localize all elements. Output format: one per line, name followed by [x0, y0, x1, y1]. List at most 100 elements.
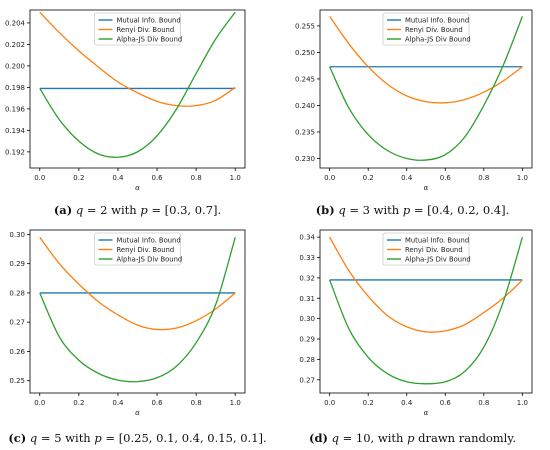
chart-d-xtick-label: 0.2 [363, 399, 374, 407]
chart-a: 0.0 0.2 0.4 0.6 0.8 1.0 0.192 0.194 0.196 0.198 0.… [5, 9, 246, 192]
chart-c-legend-label-2: Renyi Div. Bound [117, 246, 175, 254]
chart-d-ytick-label: 0.29 [299, 336, 315, 344]
chart-c-ytick-label: 0.28 [9, 289, 25, 297]
chart-b-ytick-label: 0.230 [295, 155, 315, 163]
caption-d-p: p [407, 431, 415, 445]
caption-b-p: p [402, 203, 411, 217]
chart-c-ytick-label: 0.25 [9, 377, 25, 385]
chart-d-ytick-label: 0.27 [299, 376, 315, 384]
caption-a-q: q [75, 203, 84, 217]
chart-b-xtick-label: 0.6 [440, 174, 452, 182]
caption-b-label: (b) [315, 203, 335, 217]
chart-c-xtick-label: 1.0 [230, 399, 241, 407]
chart-a-series-line-3 [39, 11, 236, 158]
chart-a-xtick-label: 0.6 [151, 174, 163, 182]
caption-b-mid: = 3 with [345, 203, 403, 217]
chart-d: 0.0 0.2 0.4 0.6 0.8 1.0 0.27 0.28 0.29 0.30 0.31 0.… [299, 229, 533, 417]
caption-c: (c) q = 5 with p = [0.25, 0.1, 0.4, 0.15… [0, 431, 275, 445]
chart-a-xlabel: α [135, 184, 140, 192]
chart-d-ytick-label: 0.31 [299, 295, 315, 303]
chart-a-legend-label-1: Mutual Info. Bound [117, 17, 181, 25]
chart-d-xtick-label: 1.0 [517, 399, 528, 407]
chart-b-xlabel: α [424, 184, 429, 192]
chart-b-ytick-label: 0.245 [295, 75, 315, 83]
chart-a-legend-label-2: Renyi Div. Bound [117, 26, 175, 34]
chart-b-xtick-label: 1.0 [517, 174, 528, 182]
chart-b-xtick-label: 0.8 [478, 174, 489, 182]
chart-c-ytick-label: 0.29 [9, 260, 25, 268]
caption-a-label: (a) [53, 203, 73, 217]
chart-a-frame [29, 9, 246, 169]
chart-c-xtick-label: 0.2 [73, 399, 84, 407]
chart-d-xtick-label: 0.4 [401, 399, 413, 407]
chart-a-ytick-label: 0.196 [5, 105, 26, 113]
chart-a-xtick-label: 1.0 [230, 174, 241, 182]
chart-c-xtick-label: 0.6 [151, 399, 163, 407]
chart-d-xlabel: α [424, 409, 429, 417]
chart-b-legend-label-3: Alpha-JS Div Bound [405, 36, 471, 44]
chart-b-ytick-label: 0.255 [295, 22, 315, 30]
chart-a-xtick-label: 0.4 [112, 174, 124, 182]
chart-b-ytick-label: 0.250 [295, 49, 315, 57]
chart-d-xtick-label: 0.6 [440, 399, 452, 407]
chart-b-legend-label-1: Mutual Info. Bound [405, 17, 469, 25]
chart-d-series-line-2 [329, 236, 523, 333]
chart-d-xtick-label: 0.0 [324, 399, 335, 407]
chart-d-ytick-label: 0.32 [299, 274, 315, 282]
caption-d-post: drawn randomly. [414, 431, 516, 445]
chart-d-ytick-label: 0.34 [299, 234, 315, 242]
caption-b-q: q [338, 203, 346, 217]
chart-b-series-line-3 [329, 16, 523, 161]
chart-c-legend [94, 232, 181, 266]
chart-d-legend-label-3: Alpha-JS Div Bound [405, 256, 471, 264]
caption-c-mid: = 5 with [37, 431, 95, 445]
chart-b: 0.0 0.2 0.4 0.6 0.8 1.0 0.230 0.235 0.240 0.245 0.… [295, 9, 533, 192]
chart-b-frame [319, 9, 533, 169]
caption-d-q: q [331, 431, 339, 445]
chart-a-ytick-label: 0.200 [5, 62, 25, 70]
caption-d: (d) q = 10, with p drawn randomly. [275, 431, 550, 445]
chart-d-legend-label-1: Mutual Info. Bound [405, 237, 469, 245]
chart-c-xlabel: α [135, 409, 140, 417]
chart-c-frame [29, 229, 246, 394]
chart-b-ytick-label: 0.235 [295, 128, 315, 136]
chart-c-ytick-label: 0.26 [9, 348, 25, 356]
chart-c: 0.0 0.2 0.4 0.6 0.8 1.0 0.25 0.26 0.27 0.28 0.29 0.… [9, 229, 246, 417]
chart-b-legend [382, 12, 470, 46]
chart-b-xtick-label: 0.4 [401, 174, 413, 182]
chart-b-legend-label-2: Renyi Div. Bound [405, 26, 463, 34]
chart-a-ytick-label: 0.198 [5, 84, 25, 92]
chart-a-xtick-label: 0.8 [191, 174, 202, 182]
chart-d-legend [382, 232, 470, 266]
caption-d-label: (d) [309, 431, 328, 445]
caption-d-mid: = 10, with [338, 431, 408, 445]
chart-b-series-line-2 [329, 15, 523, 104]
chart-a-ytick-label: 0.194 [5, 127, 26, 135]
caption-b: (b) q = 3 with p = [0.4, 0.2, 0.4]. [275, 203, 550, 217]
chart-a-series-line-2 [39, 11, 236, 107]
chart-c-legend-label-1: Mutual Info. Bound [117, 237, 181, 245]
chart-a-xtick-label: 0.0 [34, 174, 45, 182]
chart-a-ytick-label: 0.192 [5, 148, 25, 156]
chart-d-ytick-label: 0.30 [299, 315, 315, 323]
chart-c-xtick-label: 0.0 [34, 399, 45, 407]
caption-c-post: = [0.25, 0.1, 0.4, 0.15, 0.1]. [101, 431, 267, 445]
chart-d-legend-label-2: Renyi Div. Bound [405, 246, 463, 254]
chart-a-legend [94, 12, 181, 46]
caption-c-label: (c) [8, 431, 27, 445]
caption-a-mid: = 2 with [83, 203, 141, 217]
chart-d-xtick-label: 0.8 [478, 399, 489, 407]
chart-c-ytick-label: 0.30 [9, 231, 25, 239]
chart-c-xtick-label: 0.4 [112, 399, 124, 407]
caption-c-p: p [94, 431, 102, 445]
chart-c-legend-label-3: Alpha-JS Div Bound [117, 256, 183, 264]
caption-a-post: = [0.3, 0.7]. [147, 203, 222, 217]
caption-a: (a) q = 2 with p = [0.3, 0.7]. [0, 203, 275, 217]
chart-d-series-line-3 [329, 236, 523, 385]
chart-c-xtick-label: 0.8 [191, 399, 202, 407]
chart-b-xtick-label: 0.2 [363, 174, 374, 182]
chart-d-ytick-label: 0.33 [299, 254, 315, 262]
caption-b-post: = [0.4, 0.2, 0.4]. [410, 203, 510, 217]
chart-c-series-line-2 [39, 236, 236, 331]
